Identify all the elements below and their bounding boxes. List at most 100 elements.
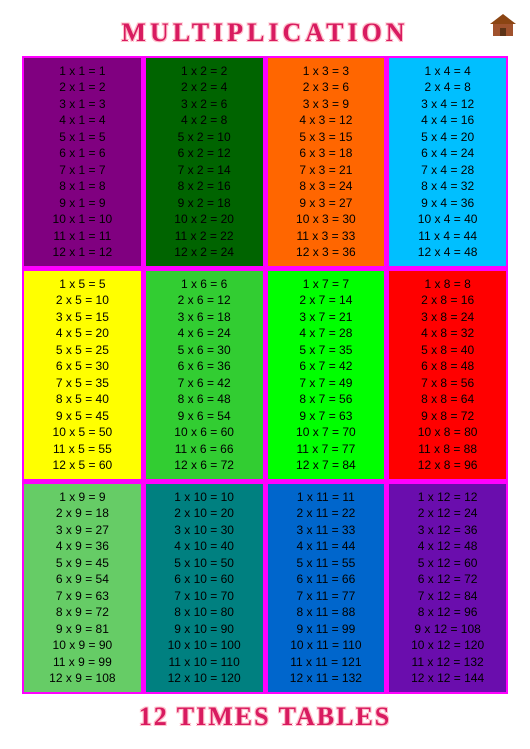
panel-x8: 1 x 8 = 82 x 8 = 163 x 8 = 244 x 8 = 325… [389, 271, 506, 479]
equation: 2 x 6 = 12 [152, 293, 257, 308]
equation: 1 x 4 = 4 [395, 64, 500, 79]
equation: 7 x 8 = 56 [395, 376, 500, 391]
equation: 5 x 1 = 5 [30, 130, 135, 145]
equation: 4 x 11 = 44 [274, 539, 379, 554]
equation: 4 x 6 = 24 [152, 326, 257, 341]
equation: 5 x 7 = 35 [274, 343, 379, 358]
equation: 11 x 10 = 110 [152, 655, 257, 670]
title-top: MULTIPLICATION [121, 18, 408, 48]
equation: 6 x 3 = 18 [274, 146, 379, 161]
equation: 5 x 8 = 40 [395, 343, 500, 358]
panel-x5: 1 x 5 = 52 x 5 = 103 x 5 = 154 x 5 = 205… [24, 271, 141, 479]
equation: 8 x 3 = 24 [274, 179, 379, 194]
equation: 4 x 4 = 16 [395, 113, 500, 128]
equation: 6 x 4 = 24 [395, 146, 500, 161]
equation: 9 x 6 = 54 [152, 409, 257, 424]
equation: 10 x 6 = 60 [152, 425, 257, 440]
equation: 1 x 5 = 5 [30, 277, 135, 292]
equation: 10 x 4 = 40 [395, 212, 500, 227]
equation: 2 x 2 = 4 [152, 80, 257, 95]
times-tables-grid: 1 x 1 = 12 x 1 = 23 x 1 = 34 x 1 = 45 x … [22, 56, 508, 694]
page: MULTIPLICATION 1 x 1 = 12 x 1 = 23 x 1 =… [0, 0, 530, 749]
equation: 6 x 11 = 66 [274, 572, 379, 587]
equation: 5 x 12 = 60 [395, 556, 500, 571]
equation: 2 x 4 = 8 [395, 80, 500, 95]
equation: 10 x 1 = 10 [30, 212, 135, 227]
equation: 6 x 10 = 60 [152, 572, 257, 587]
equation: 5 x 6 = 30 [152, 343, 257, 358]
equation: 9 x 2 = 18 [152, 196, 257, 211]
equation: 8 x 8 = 64 [395, 392, 500, 407]
title-bottom: 12 TIMES TABLES [22, 702, 508, 732]
equation: 7 x 9 = 63 [30, 589, 135, 604]
equation: 10 x 11 = 110 [274, 638, 379, 653]
panel-x3: 1 x 3 = 32 x 3 = 63 x 3 = 94 x 3 = 125 x… [268, 58, 385, 266]
equation: 2 x 3 = 6 [274, 80, 379, 95]
equation: 11 x 5 = 55 [30, 442, 135, 457]
equation: 5 x 4 = 20 [395, 130, 500, 145]
logo-icon [488, 12, 518, 38]
equation: 8 x 12 = 96 [395, 605, 500, 620]
equation: 11 x 8 = 88 [395, 442, 500, 457]
equation: 1 x 9 = 9 [30, 490, 135, 505]
equation: 7 x 7 = 49 [274, 376, 379, 391]
equation: 11 x 4 = 44 [395, 229, 500, 244]
equation: 12 x 4 = 48 [395, 245, 500, 260]
equation: 9 x 1 = 9 [30, 196, 135, 211]
equation: 3 x 7 = 21 [274, 310, 379, 325]
equation: 1 x 6 = 6 [152, 277, 257, 292]
panel-x9: 1 x 9 = 92 x 9 = 183 x 9 = 274 x 9 = 365… [24, 484, 141, 692]
equation: 3 x 2 = 6 [152, 97, 257, 112]
equation: 10 x 5 = 50 [30, 425, 135, 440]
equation: 12 x 1 = 12 [30, 245, 135, 260]
equation: 2 x 10 = 20 [152, 506, 257, 521]
equation: 3 x 10 = 30 [152, 523, 257, 538]
equation: 9 x 12 = 108 [395, 622, 500, 637]
equation: 6 x 8 = 48 [395, 359, 500, 374]
equation: 9 x 5 = 45 [30, 409, 135, 424]
equation: 7 x 4 = 28 [395, 163, 500, 178]
equation: 12 x 11 = 132 [274, 671, 379, 686]
equation: 4 x 7 = 28 [274, 326, 379, 341]
equation: 12 x 5 = 60 [30, 458, 135, 473]
equation: 1 x 3 = 3 [274, 64, 379, 79]
equation: 3 x 6 = 18 [152, 310, 257, 325]
equation: 3 x 4 = 12 [395, 97, 500, 112]
equation: 1 x 7 = 7 [274, 277, 379, 292]
equation: 10 x 2 = 20 [152, 212, 257, 227]
panel-x11: 1 x 11 = 112 x 11 = 223 x 11 = 334 x 11 … [268, 484, 385, 692]
equation: 9 x 11 = 99 [274, 622, 379, 637]
equation: 4 x 10 = 40 [152, 539, 257, 554]
panel-x7: 1 x 7 = 72 x 7 = 143 x 7 = 214 x 7 = 285… [268, 271, 385, 479]
equation: 7 x 5 = 35 [30, 376, 135, 391]
equation: 4 x 9 = 36 [30, 539, 135, 554]
panel-x12: 1 x 12 = 122 x 12 = 243 x 12 = 364 x 12 … [389, 484, 506, 692]
panel-x2: 1 x 2 = 22 x 2 = 43 x 2 = 64 x 2 = 85 x … [146, 58, 263, 266]
panel-x10: 1 x 10 = 102 x 10 = 20 3 x 10 = 304 x 10 … [146, 484, 263, 692]
equation: 6 x 6 = 36 [152, 359, 257, 374]
equation: 4 x 1 = 4 [30, 113, 135, 128]
equation: 12 x 8 = 96 [395, 458, 500, 473]
equation: 12 x 6 = 72 [152, 458, 257, 473]
equation: 6 x 1 = 6 [30, 146, 135, 161]
panel-x6: 1 x 6 = 62 x 6 = 12 3 x 6 = 184 x 6 = 24 5… [146, 271, 263, 479]
equation: 11 x 12 = 132 [395, 655, 500, 670]
equation: 3 x 1 = 3 [30, 97, 135, 112]
equation: 3 x 8 = 24 [395, 310, 500, 325]
equation: 1 x 8 = 8 [395, 277, 500, 292]
equation: 4 x 3 = 12 [274, 113, 379, 128]
equation: 3 x 3 = 9 [274, 97, 379, 112]
equation: 12 x 9 = 108 [30, 671, 135, 686]
equation: 1 x 2 = 2 [152, 64, 257, 79]
equation: 4 x 12 = 48 [395, 539, 500, 554]
equation: 7 x 1 = 7 [30, 163, 135, 178]
equation: 2 x 1 = 2 [30, 80, 135, 95]
equation: 5 x 2 = 10 [152, 130, 257, 145]
equation: 10 x 10 = 100 [152, 638, 257, 653]
header: MULTIPLICATION [22, 18, 508, 48]
equation: 5 x 9 = 45 [30, 556, 135, 571]
equation: 8 x 11 = 88 [274, 605, 379, 620]
equation: 1 x 10 = 10 [152, 490, 257, 505]
equation: 8 x 1 = 8 [30, 179, 135, 194]
equation: 7 x 2 = 14 [152, 163, 257, 178]
